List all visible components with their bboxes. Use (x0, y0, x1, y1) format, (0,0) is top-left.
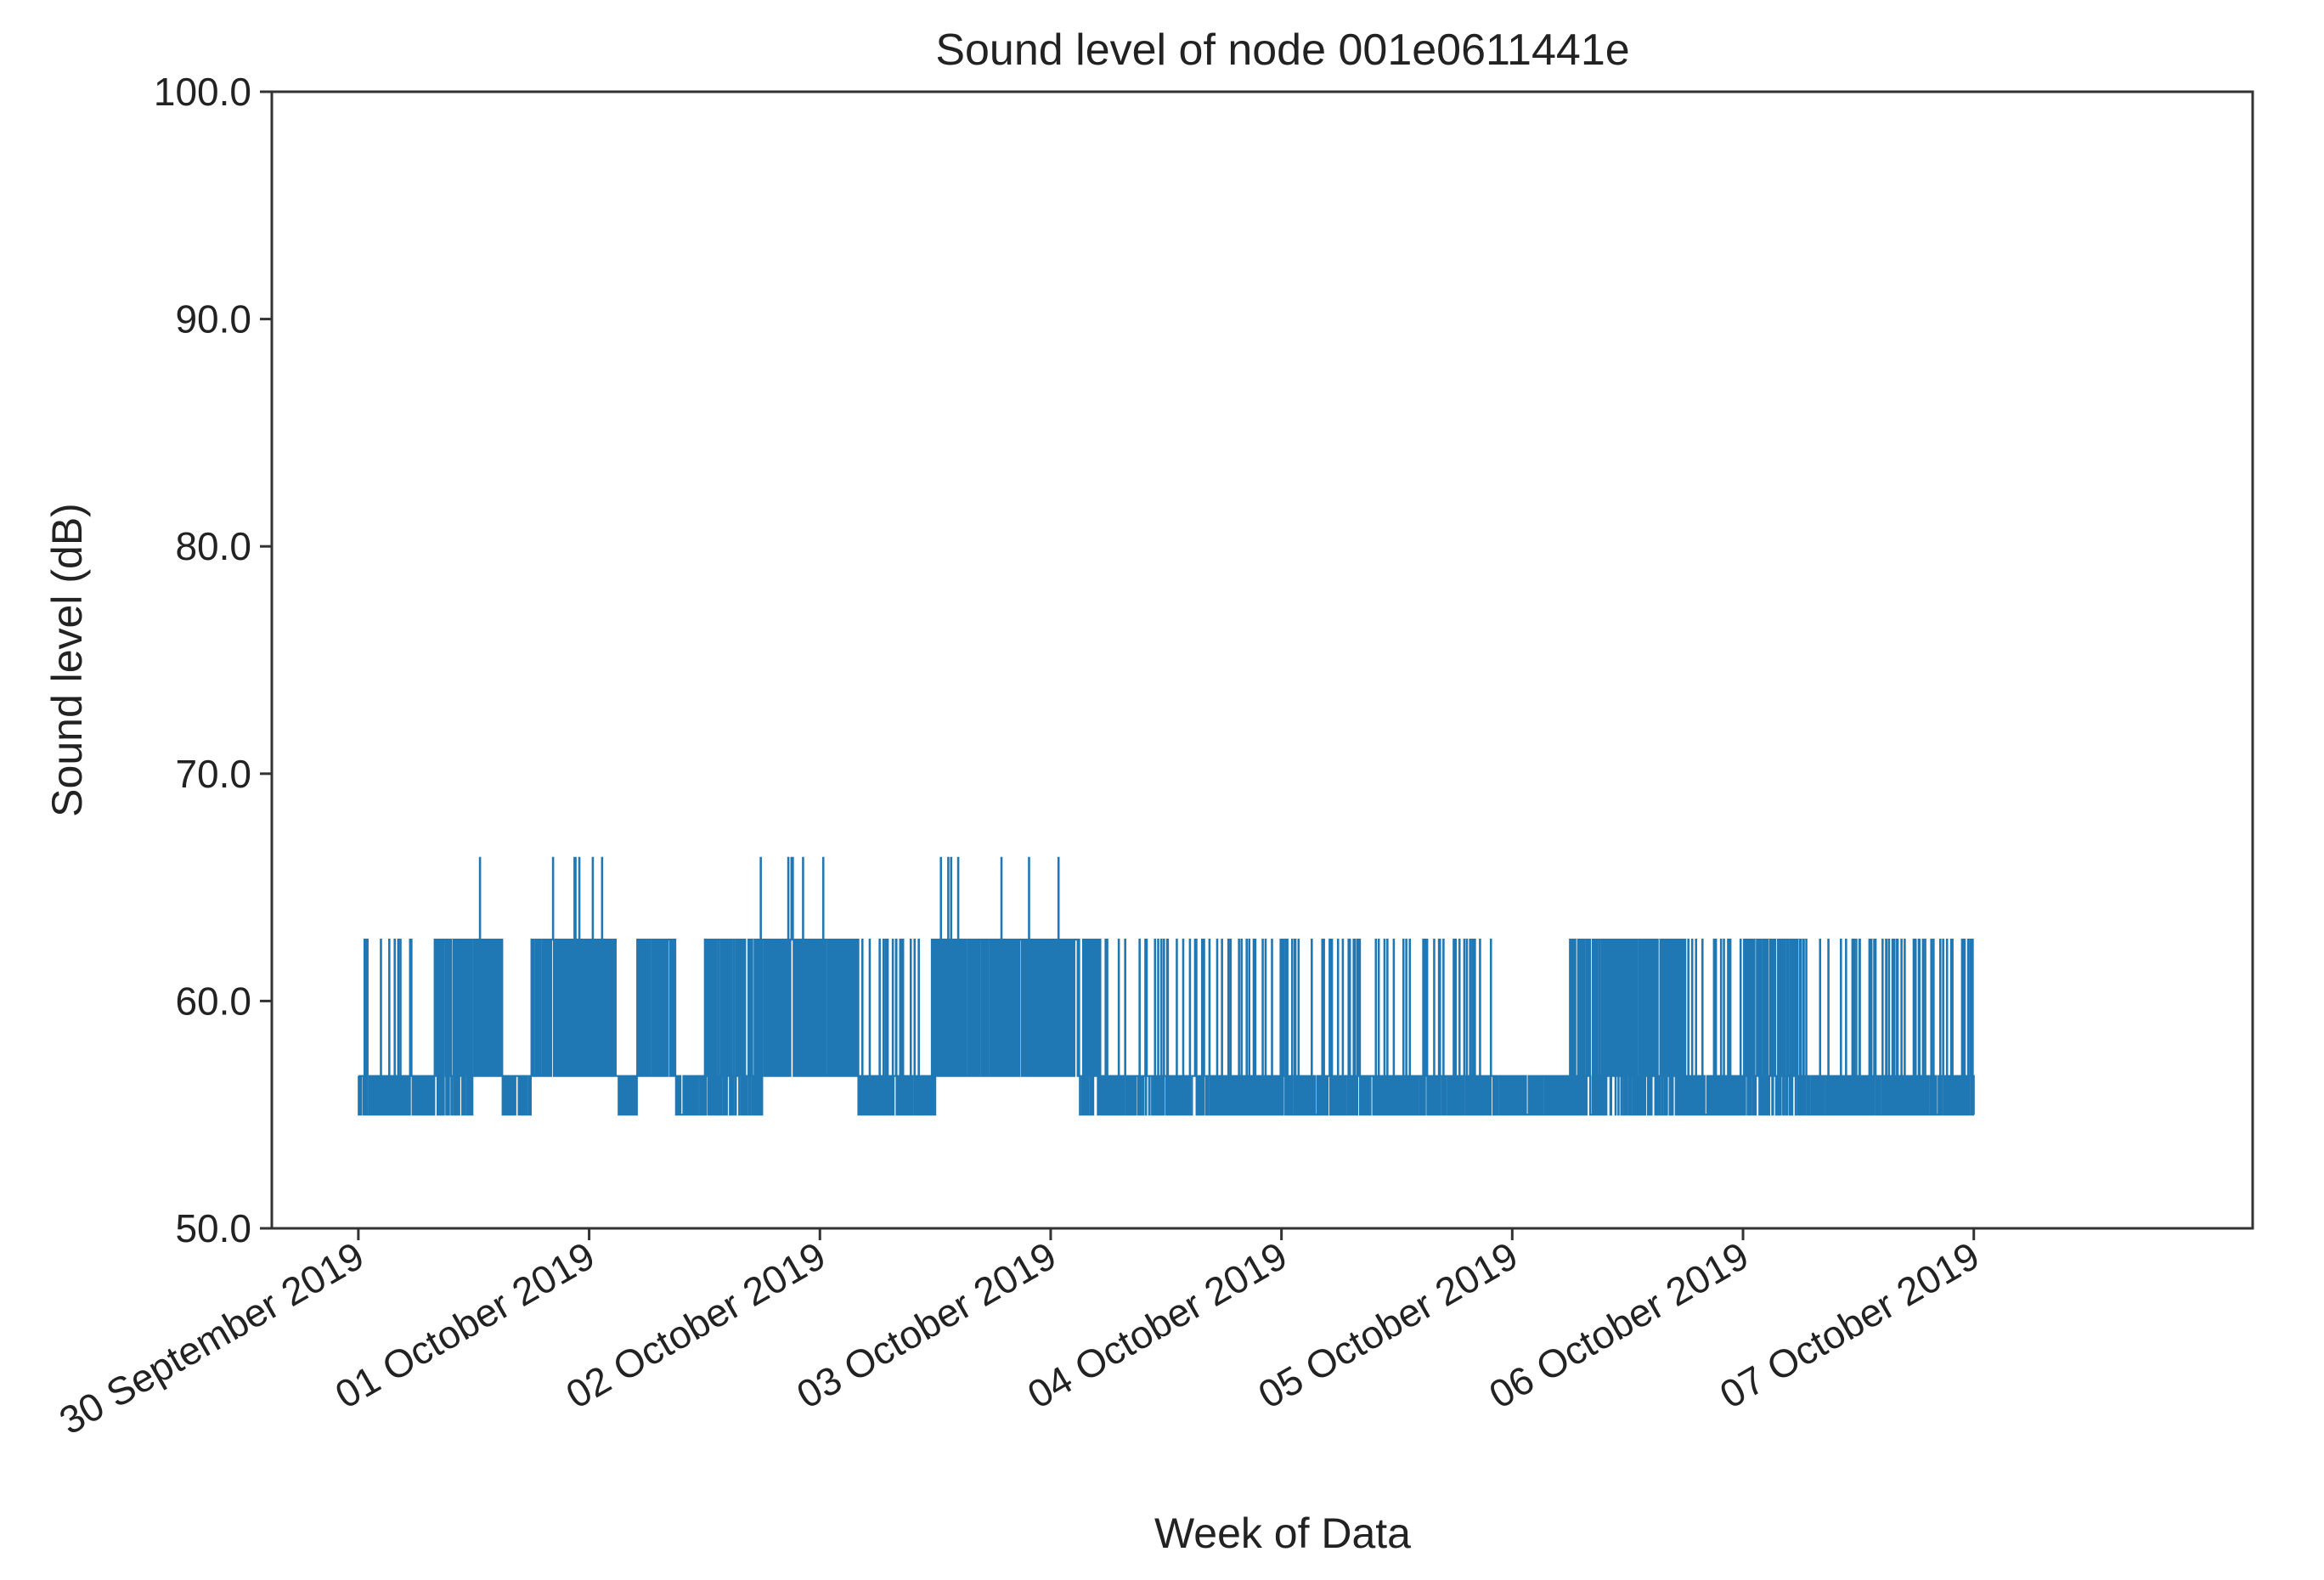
chart-title: Sound level of node 001e0611441e (935, 25, 1629, 75)
series-layer (358, 856, 1975, 1116)
x-tick-label: 01 October 2019 (328, 1233, 602, 1417)
plot-area (270, 90, 2254, 1230)
series-line (358, 856, 1975, 1116)
x-tick-label: 02 October 2019 (558, 1233, 832, 1417)
y-tick-label: 90.0 (175, 297, 251, 341)
x-axis-label: Week of Data (1154, 1509, 1411, 1557)
y-axis: 50.0 60.0 70.0 80.0 90.0 100.0 (154, 70, 272, 1250)
x-tick-label: 30 September 2019 (52, 1233, 371, 1443)
plot-frame (270, 90, 2254, 1230)
x-tick-label: 05 October 2019 (1251, 1233, 1526, 1417)
x-tick-label: 07 October 2019 (1712, 1233, 1987, 1417)
x-tick-label: 06 October 2019 (1481, 1233, 1756, 1417)
y-tick-label: 100.0 (154, 70, 251, 114)
y-axis-label: Sound level (dB) (43, 503, 91, 817)
y-tick-label: 50.0 (175, 1206, 251, 1250)
x-tick-label: 03 October 2019 (789, 1233, 1063, 1417)
x-tick-label: 04 October 2019 (1020, 1233, 1295, 1417)
y-tick-label: 60.0 (175, 979, 251, 1023)
y-tick-label: 80.0 (175, 524, 251, 568)
y-tick-label: 70.0 (175, 752, 251, 796)
